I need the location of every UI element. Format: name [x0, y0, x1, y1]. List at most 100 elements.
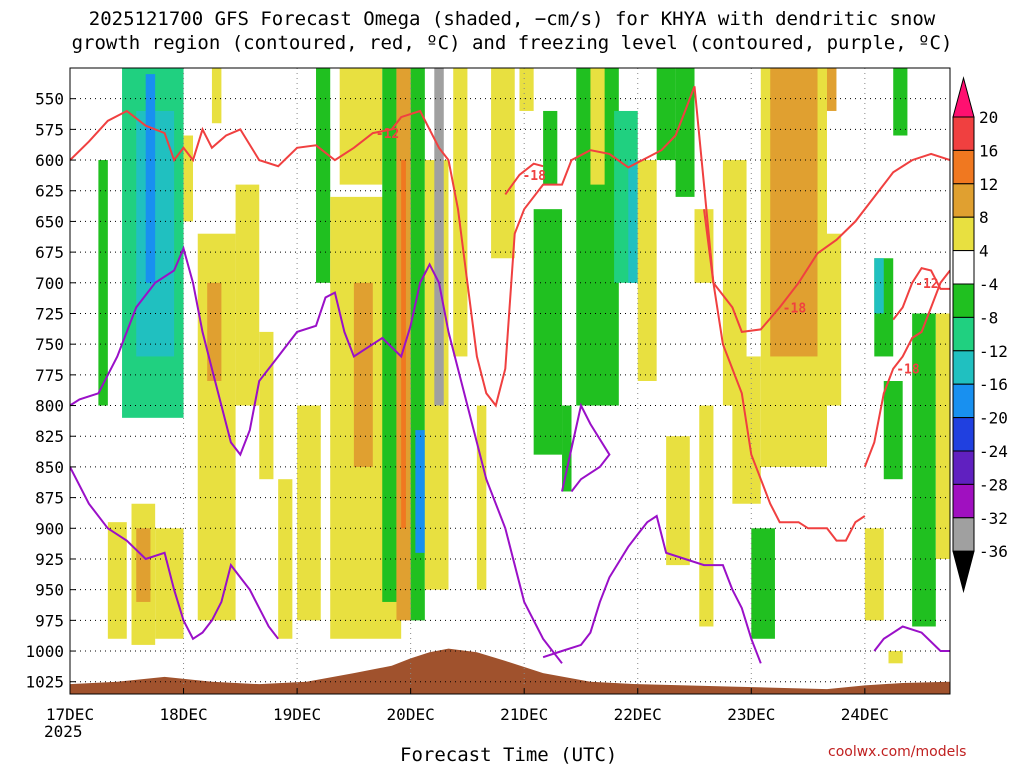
omega-cell: [751, 528, 775, 639]
omega-cell: [453, 68, 468, 357]
omega-strong-column: [434, 68, 444, 406]
omega-cell: [874, 258, 884, 314]
credit-link[interactable]: coolwx.com/models: [828, 744, 967, 760]
y-tick-label: 1025: [25, 673, 64, 692]
colorbar-label: -24: [979, 442, 1008, 461]
omega-cell: [699, 405, 714, 627]
red-contour-line: [863, 269, 950, 468]
y-tick-label: 875: [35, 489, 64, 508]
y-tick-label: 925: [35, 550, 64, 569]
colorbar-swatch: [952, 216, 975, 252]
x-tick-label: 20DEC: [387, 705, 435, 724]
terrain-fill: [70, 648, 950, 694]
plot-frame: [69, 67, 951, 695]
x-tick-label: 24DEC: [841, 705, 889, 724]
colorbar-label: -16: [979, 375, 1008, 394]
purple-contour-line: [561, 402, 611, 493]
omega-cell: [817, 233, 842, 406]
colorbar-swatch: [952, 517, 975, 552]
colorbar: 20 16 12 8 4 -4 -8 -12 -16 -20 -24 -28 -32 -36: [952, 76, 1008, 594]
colorbar-swatch: [952, 417, 975, 452]
y-tick-label: 950: [35, 581, 64, 600]
y-tick-label: 800: [35, 397, 64, 416]
colorbar-label: 4: [979, 242, 989, 261]
colorbar-top-arrow: [952, 76, 975, 118]
omega-cell: [543, 110, 558, 185]
colorbar-swatch: [952, 250, 975, 285]
y-tick-label: 825: [35, 427, 64, 446]
colorbar-label: -12: [979, 342, 1008, 361]
omega-cell: [562, 405, 572, 492]
omega-cell: [207, 282, 222, 381]
omega-cell: [893, 68, 908, 136]
purple-contour-line: [873, 625, 950, 652]
omega-cell: [353, 282, 373, 467]
colorbar-label: -8: [979, 308, 998, 327]
y-tick-label: 900: [35, 519, 64, 538]
omega-cell: [888, 651, 903, 664]
purple-contour-layer: [70, 245, 950, 664]
omega-cell: [235, 184, 260, 406]
omega-cell: [107, 522, 127, 639]
y-tick-label: 700: [35, 274, 64, 293]
colorbar-label: 12: [979, 175, 998, 194]
y-tick-label: 725: [35, 304, 64, 323]
colorbar-label: -28: [979, 475, 1008, 494]
x-axis-year-label: 2025: [44, 722, 83, 741]
colorbar-label: -32: [979, 509, 1008, 528]
omega-cell: [935, 313, 950, 559]
omega-cell: [491, 68, 515, 259]
omega-cell: [183, 135, 194, 222]
omega-cell: [883, 381, 903, 480]
omega-cell: [316, 68, 331, 283]
y-tick-label: 750: [35, 335, 64, 354]
purple-contour-line: [70, 245, 563, 664]
red-contour-label: -12: [915, 277, 938, 292]
red-contour-label: -12: [376, 127, 399, 142]
omega-cell: [864, 528, 884, 621]
y-tick-label: 850: [35, 458, 64, 477]
y-tick-label: 550: [35, 90, 64, 109]
purple-contour-line: [542, 514, 762, 664]
omega-cell: [211, 68, 222, 124]
colorbar-swatch: [952, 383, 975, 419]
omega-cell: [339, 68, 383, 185]
red-contour-label: -18: [783, 301, 807, 316]
omega-cell: [628, 160, 638, 283]
red-contour-line: [70, 86, 866, 542]
omega-cell: [259, 331, 274, 480]
x-tick-label: 22DEC: [614, 705, 662, 724]
colorbar-swatch: [952, 450, 975, 485]
colorbar-swatch: [952, 350, 975, 385]
colorbar-label: -36: [979, 542, 1008, 561]
colorbar-swatch: [952, 116, 975, 151]
omega-cell: [297, 405, 321, 621]
purple-contour-line: [70, 466, 279, 641]
omega-cell: [136, 528, 151, 602]
omega-cell: [519, 68, 534, 111]
y-tick-label: 650: [35, 212, 64, 231]
omega-cell: [637, 160, 657, 381]
colorbar-label: 20: [979, 108, 998, 127]
omega-shading-layer: [98, 68, 950, 664]
x-tick-label: 17DEC: [46, 705, 94, 724]
chart-title-line-2: growth region (contoured, red, ºC) and f…: [71, 32, 953, 54]
omega-cell: [98, 160, 108, 406]
red-contour-label: -18: [522, 169, 546, 184]
omega-cell: [415, 430, 425, 553]
x-axis-title: Forecast Time (UTC): [400, 744, 618, 766]
axes-layer: 550 575 600 625 650 675 700 725 750 775 800 825 850 8…: [25, 67, 951, 724]
y-tick-label: 600: [35, 151, 64, 170]
x-tick-label: 18DEC: [159, 705, 207, 724]
colorbar-swatch: [952, 483, 975, 519]
y-tick-label: 975: [35, 611, 64, 630]
colorbar-swatch: [952, 149, 975, 185]
red-contour-line: [504, 162, 544, 195]
red-contour-label: -18: [896, 363, 920, 378]
omega-cell: [145, 74, 156, 283]
omega-cell: [666, 436, 690, 566]
red-contour-layer: -12 -18 -18 -18 -12: [70, 86, 950, 542]
colorbar-label: 8: [979, 208, 989, 227]
colorbar-swatch: [952, 316, 975, 352]
omega-cell: [912, 313, 936, 627]
